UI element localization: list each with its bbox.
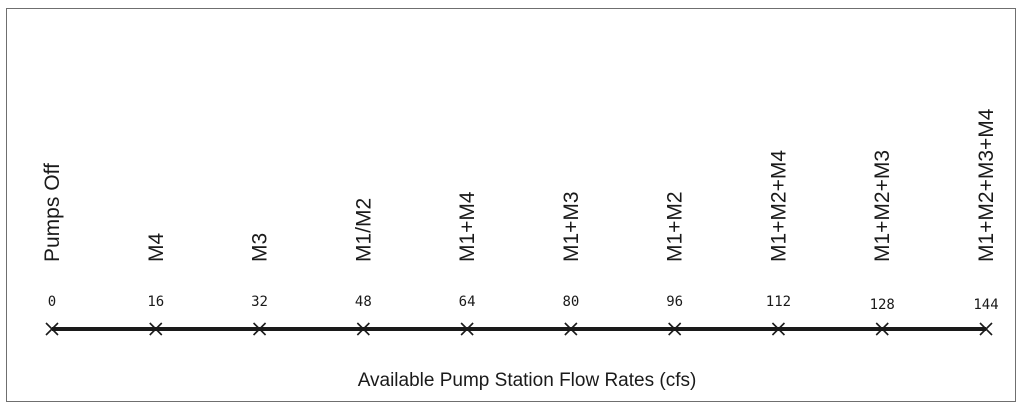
axis-title: Available Pump Station Flow Rates (cfs) xyxy=(358,370,697,391)
pump-combination-label: M1+M3 xyxy=(560,191,583,262)
x-mark-icon xyxy=(875,322,889,336)
x-mark-icon xyxy=(252,322,267,336)
flow-rate-tick-label: 0 xyxy=(48,294,56,310)
x-mark-icon xyxy=(979,322,993,336)
pump-combination-label: M1+M2 xyxy=(664,191,687,262)
figure-frame xyxy=(6,8,1016,402)
pump-combination-label: M1+M2+M3 xyxy=(871,150,894,262)
x-mark-icon xyxy=(668,322,682,336)
flow-rate-tick-label: 128 xyxy=(870,297,895,313)
pump-combination-label: M1+M4 xyxy=(456,191,479,262)
flow-rate-tick-label: 48 xyxy=(355,294,372,310)
flow-rate-tick-label: 80 xyxy=(562,294,579,310)
pump-combination-label: M1+M2+M3+M4 xyxy=(975,108,998,262)
flow-rate-tick-label: 16 xyxy=(147,294,164,310)
x-mark-icon xyxy=(149,322,163,336)
pump-combination-label: M3 xyxy=(249,233,272,262)
flow-rate-tick-label: 144 xyxy=(973,297,998,313)
x-mark-icon xyxy=(771,322,786,336)
x-mark-icon xyxy=(356,322,370,336)
pump-combination-label: Pumps Off xyxy=(41,163,64,262)
flow-rate-tick-label: 96 xyxy=(666,294,683,310)
flow-rate-tick-label: 64 xyxy=(459,294,476,310)
flow-rate-marks: 0 Pumps Off 16 M4 32 M3 48 M1/M2 64 M1+M4 80 M1+M3 9… xyxy=(41,108,999,336)
flow-rate-tick-label: 112 xyxy=(766,294,791,310)
pump-combination-label: M1/M2 xyxy=(352,198,375,262)
pump-combination-label: M4 xyxy=(145,233,168,262)
x-mark-icon xyxy=(45,322,59,336)
flow-rate-tick-label: 32 xyxy=(251,294,268,310)
x-mark-icon xyxy=(564,322,578,336)
pump-combination-label: M1+M2+M4 xyxy=(767,150,790,262)
x-mark-icon xyxy=(460,322,474,336)
